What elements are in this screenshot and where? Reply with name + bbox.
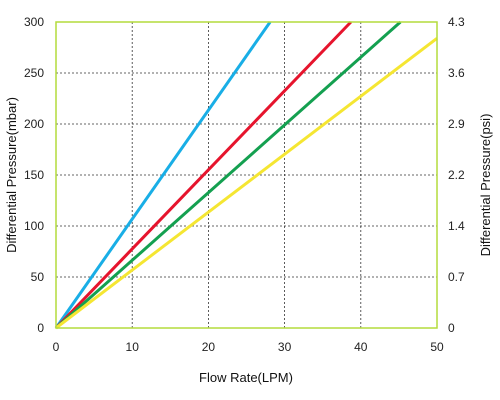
y-tick-label: 300 [24,15,44,29]
y2-tick-label: 0.7 [448,270,465,284]
y-tick-label: 200 [24,117,44,131]
series-lines [54,20,438,330]
x-axis-ticks: 0 10 20 30 40 50 [53,340,444,354]
y-axis-label: Differential Pressure(mbar) [4,97,19,253]
y-tick-label: 50 [31,270,45,284]
y2-axis-ticks: 0 0.7 1.4 2.2 2.9 3.6 4.3 [448,15,465,335]
x-tick-label: 30 [278,340,292,354]
plot-frame [55,21,438,329]
y2-tick-label: 2.9 [448,117,465,131]
y2-tick-label: 0 [448,321,455,335]
y2-tick-label: 1.4 [448,219,465,233]
x-tick-label: 0 [53,340,60,354]
y2-axis-label: Differential Pressure(psi) [478,114,493,257]
x-tick-label: 40 [354,340,368,354]
y-tick-label: 0 [37,321,44,335]
series-line-1 [54,21,272,329]
y-axis-ticks: 0 50 100 150 200 250 300 [24,15,44,335]
y2-tick-label: 2.2 [448,168,465,182]
x-axis-label: Flow Rate(LPM) [199,370,293,385]
x-tick-label: 10 [126,340,140,354]
y-tick-label: 150 [24,168,44,182]
y2-tick-label: 3.6 [448,66,465,80]
x-tick-label: 50 [430,340,444,354]
series-line-2 [54,20,352,330]
x-tick-label: 20 [202,340,216,354]
y-tick-label: 100 [24,219,44,233]
grid-lines [56,22,437,328]
y2-tick-label: 4.3 [448,15,465,29]
series-line-4 [55,37,438,330]
y-tick-label: 250 [24,66,44,80]
series-line-3 [55,20,402,330]
